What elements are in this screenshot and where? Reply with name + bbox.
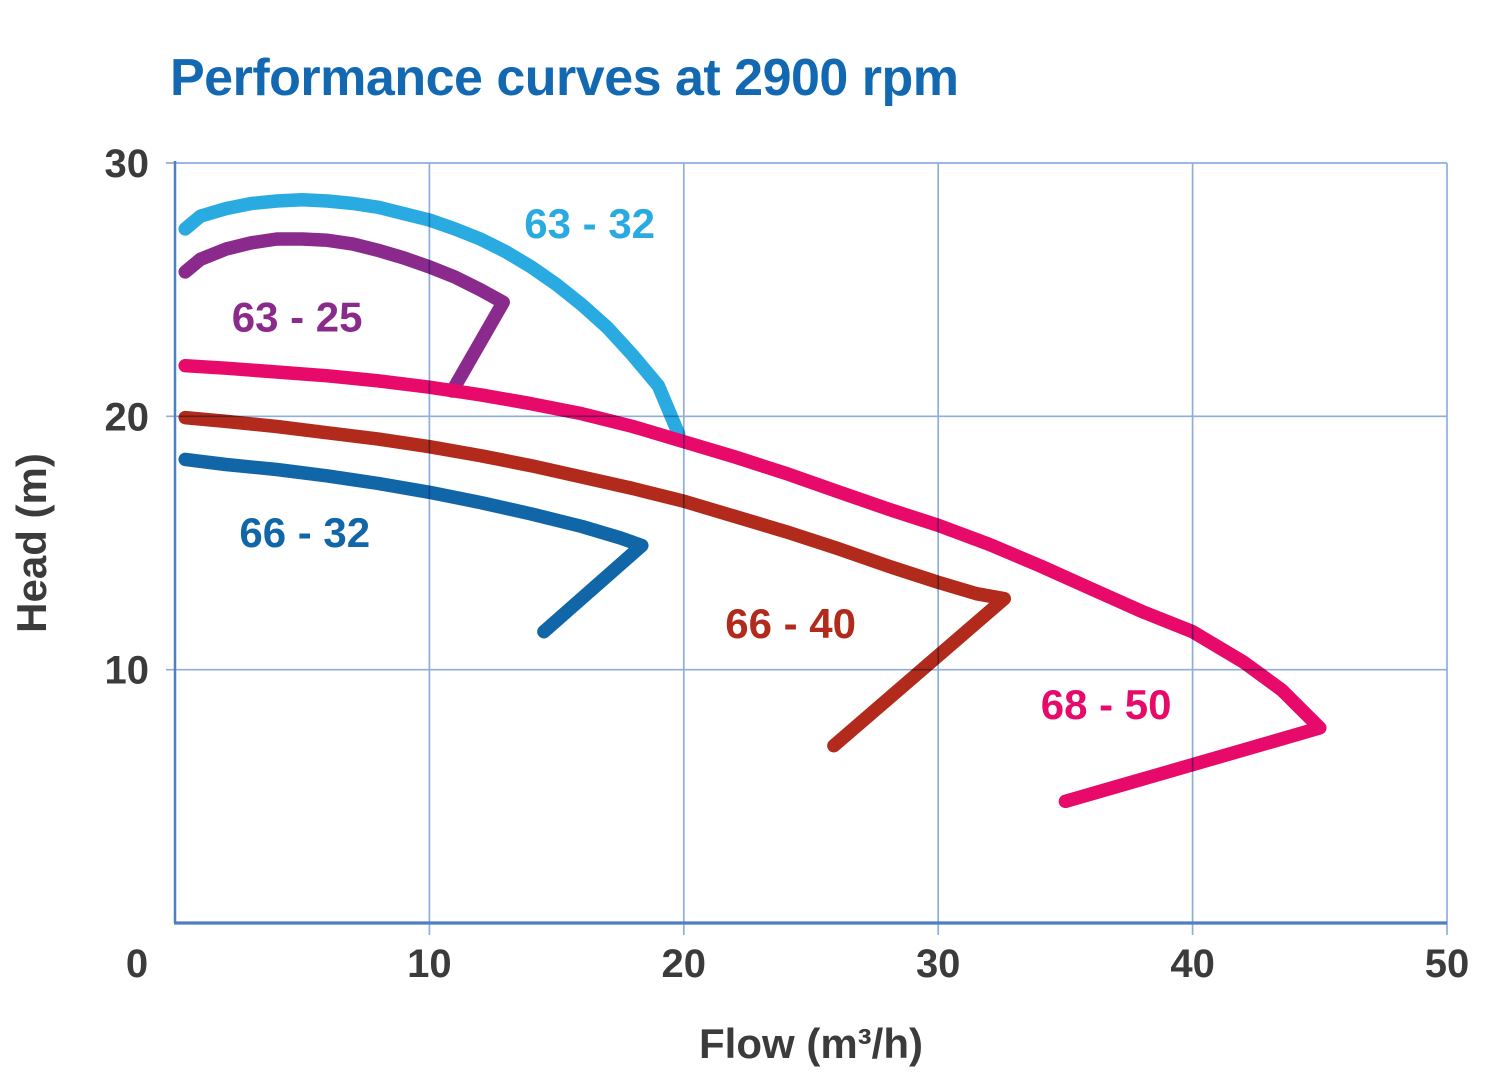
curve-label-63-32: 63 - 32 [524,200,655,247]
curve-label-68-50: 68 - 50 [1041,681,1172,728]
curve-63-25 [178,232,510,398]
y-tick-label-30: 30 [105,142,150,186]
grid-layer [166,161,1448,935]
x-tick-label-0: 0 [126,942,148,986]
y-tick-label-10: 10 [105,649,150,693]
curve-label-66-32: 66 - 32 [239,509,370,556]
curve-label-63-25: 63 - 25 [232,294,363,341]
x-axis-title: Flow (m³/h) [699,1020,923,1067]
curve-label-66-40: 66 - 40 [725,600,856,647]
curve-66-32 [178,452,649,639]
chart-title: Performance curves at 2900 rpm [170,49,959,107]
y-axis-title: Head (m) [8,453,55,633]
x-tick-label-10: 10 [407,942,452,986]
y-tick-label-20: 20 [105,395,150,439]
x-tick-label-30: 30 [916,942,961,986]
x-tick-label-50: 50 [1425,942,1470,986]
x-tick-label-40: 40 [1170,942,1215,986]
tick-labels-layer: Head (m) Flow (m³/h) 0 10 20 30 40 50 10 20 30 63… [8,142,1469,1067]
x-tick-label-20: 20 [662,942,707,986]
